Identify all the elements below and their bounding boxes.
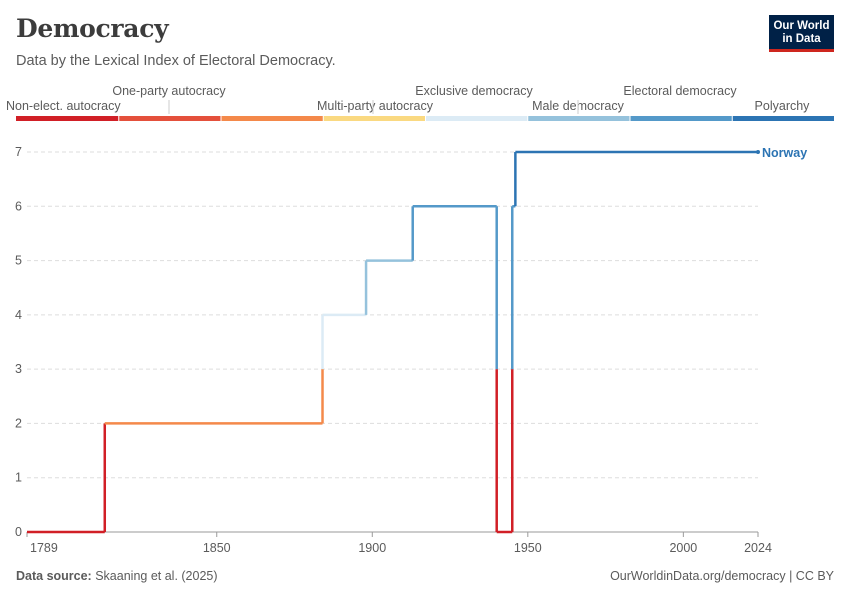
y-tick-label: 4	[15, 308, 22, 322]
y-axis: 0 1 2 3 4 5 6 7	[15, 145, 22, 539]
legend-swatch	[528, 116, 630, 121]
legend-label: One-party autocracy	[112, 84, 226, 98]
legend-swatch	[732, 116, 834, 121]
legend-label: Exclusive democracy	[415, 84, 533, 98]
legend-swatch	[221, 116, 323, 121]
legend-label: Non-elect. autocracy	[6, 99, 121, 113]
y-tick-label: 2	[15, 416, 22, 430]
x-tick-label: 1789	[30, 541, 58, 555]
x-tick-label: 1850	[203, 541, 231, 555]
series-norway: Norway	[27, 146, 807, 534]
legend-swatch	[119, 116, 221, 121]
legend-swatch	[323, 116, 425, 121]
x-tick-label: 2024	[744, 541, 772, 555]
y-tick-label: 0	[15, 525, 22, 539]
logo-line-1: Our World	[773, 20, 830, 32]
data-source: Data source: Skaaning et al. (2025)	[16, 569, 218, 583]
legend-label: Multi-party autocracy	[317, 99, 434, 113]
x-axis: 1789 1850 1900 1950 2000 2024	[26, 532, 772, 555]
legend-swatch	[426, 116, 528, 121]
legend-swatch	[630, 116, 732, 121]
chart-title: Democracy	[16, 14, 169, 43]
logo-line-2: in Data	[782, 33, 821, 45]
y-tick-label: 7	[15, 145, 22, 159]
data-source-label: Data source:	[16, 569, 92, 583]
x-tick-label: 2000	[669, 541, 697, 555]
legend-label: Electoral democracy	[623, 84, 737, 98]
y-tick-label: 1	[15, 471, 22, 485]
y-tick-label: 6	[15, 199, 22, 213]
y-tick-label: 5	[15, 254, 22, 268]
x-tick-label: 1950	[514, 541, 542, 555]
owid-logo[interactable]: Our World in Data	[769, 15, 834, 52]
series-label[interactable]: Norway	[762, 146, 807, 160]
footer-link[interactable]: OurWorldinData.org/democracy | CC BY	[610, 569, 834, 583]
series-endpoint	[756, 150, 760, 154]
chart-subtitle: Data by the Lexical Index of Electoral D…	[16, 53, 336, 69]
legend-label: Polyarchy	[755, 99, 811, 113]
y-tick-label: 3	[15, 362, 22, 376]
series-lines: Norway	[27, 146, 807, 534]
legend-swatch	[16, 116, 119, 121]
x-tick-label: 1900	[358, 541, 386, 555]
gridlines	[27, 151, 758, 533]
data-source-text: Skaaning et al. (2025)	[95, 569, 218, 583]
